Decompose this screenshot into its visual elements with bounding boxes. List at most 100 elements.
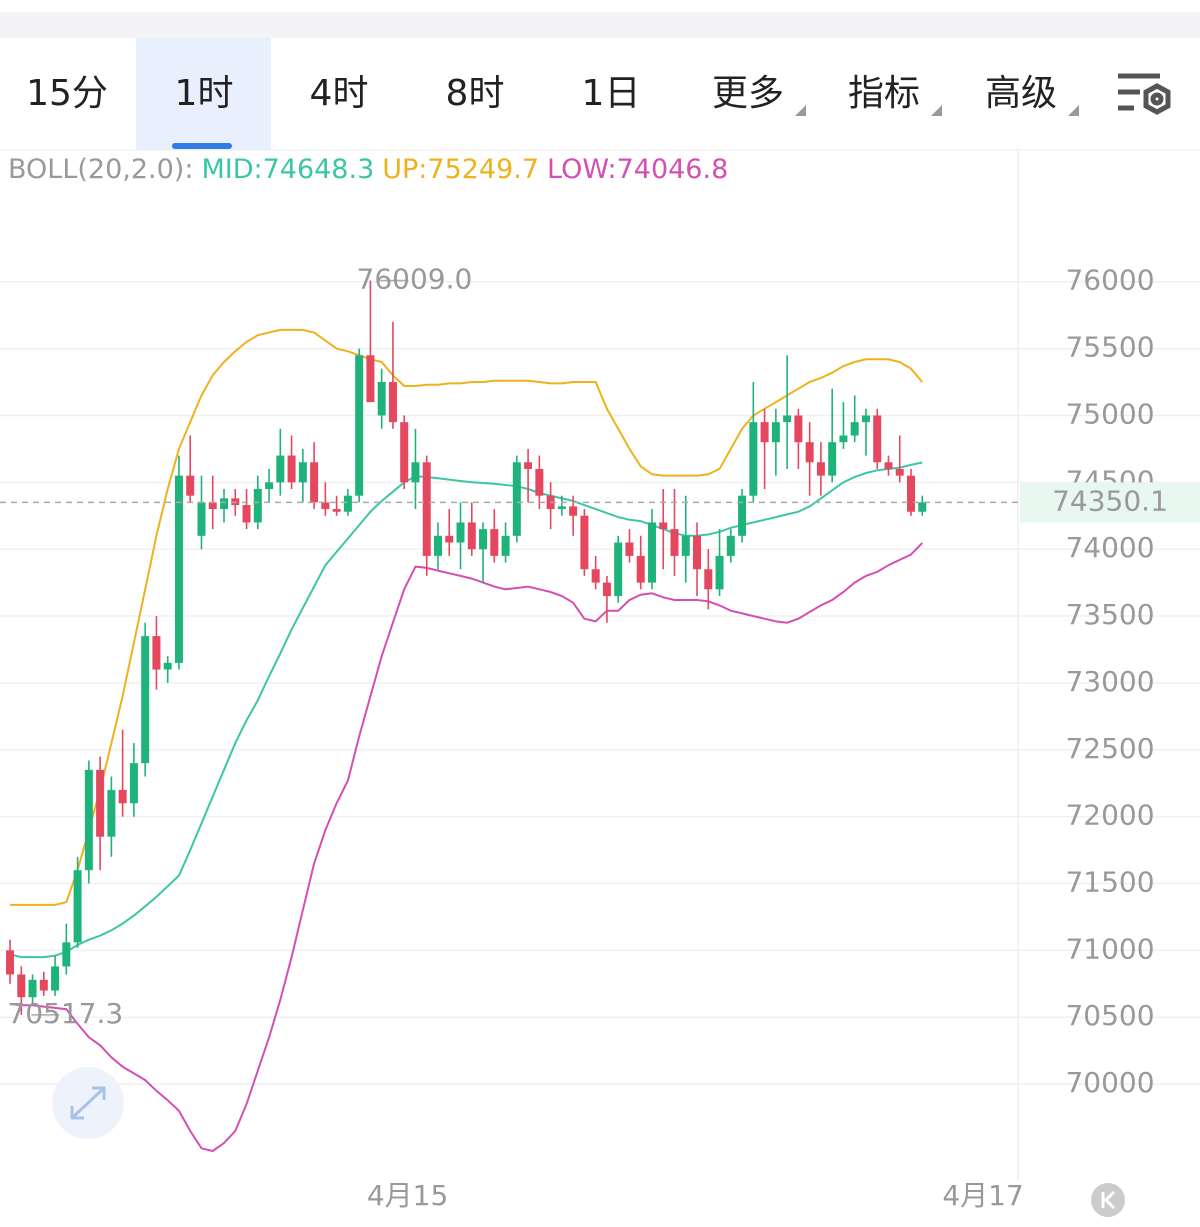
tab[interactable]: 8时 <box>446 73 505 114</box>
candle-body <box>479 529 488 550</box>
selected-tab-bg <box>136 38 271 150</box>
candle-body <box>580 515 589 570</box>
candle-body <box>253 489 262 523</box>
status-strip <box>0 12 1200 38</box>
candle-body <box>355 355 364 496</box>
legend-name: UP: <box>382 154 427 185</box>
candle-body <box>647 522 656 583</box>
candle-body <box>771 422 780 443</box>
legend-value: 74046.8 <box>617 154 729 185</box>
tab[interactable]: 指标 <box>848 73 920 114</box>
candle-body <box>388 382 397 423</box>
candle-body <box>490 529 499 556</box>
candle-body <box>512 462 521 536</box>
candle-body <box>794 415 803 443</box>
expand-button[interactable] <box>52 1067 124 1139</box>
tab[interactable]: 15分 <box>26 73 108 114</box>
candle-body <box>738 495 747 536</box>
y-tick-label: 72000 <box>1065 799 1154 832</box>
candle-body <box>602 582 611 596</box>
legend-value: 74648.3 <box>263 154 375 185</box>
candle-body <box>726 535 735 556</box>
candle-body <box>557 506 566 510</box>
candle-body <box>17 974 26 998</box>
candle-body <box>456 522 465 543</box>
plot-area: 70000 70500 71000 71500 72000 72500 73000 73500… <box>0 150 1200 1212</box>
candle-body <box>152 636 161 670</box>
candle-body <box>670 529 679 556</box>
scroll-latest-button[interactable] <box>1091 1183 1125 1217</box>
candle-body <box>422 462 431 556</box>
candle-body <box>377 382 386 416</box>
candle-body <box>659 522 668 530</box>
selected-tab-underline <box>172 143 232 149</box>
candle-body <box>28 979 37 998</box>
tab[interactable]: 1时 <box>175 73 234 114</box>
boll-line <box>9 542 924 1153</box>
candle-body <box>805 442 814 463</box>
candle-body <box>636 555 645 583</box>
x-tick-label: 4月17 <box>942 1179 1023 1212</box>
candle-body <box>332 509 341 512</box>
y-tick-label: 73000 <box>1065 665 1154 698</box>
tab[interactable]: 高级 <box>985 73 1057 114</box>
y-tick-label: 71000 <box>1065 932 1154 965</box>
candle-body <box>625 542 634 556</box>
candle-body <box>445 535 454 543</box>
candle-body <box>895 468 904 476</box>
candle-body <box>129 763 138 804</box>
candle-body <box>321 502 330 510</box>
candle-body <box>6 950 15 975</box>
tab[interactable]: 4时 <box>310 73 369 114</box>
candle-body <box>39 979 48 991</box>
candle-body <box>265 482 274 490</box>
dropdown-arrow <box>795 105 806 116</box>
candle-body <box>828 442 837 476</box>
tab[interactable]: 更多 <box>712 73 784 114</box>
candle-body <box>524 462 533 469</box>
settings-icon[interactable] <box>1118 73 1171 115</box>
candle-body <box>850 422 859 436</box>
candle-body <box>816 462 825 476</box>
candle-body <box>276 455 285 483</box>
boll-line <box>9 461 923 959</box>
candle-body <box>918 502 927 512</box>
candle-body <box>107 789 116 837</box>
y-tick-label: 76000 <box>1065 264 1154 297</box>
dropdown-arrow <box>1068 105 1079 116</box>
candle-body <box>411 462 420 483</box>
candle-body <box>141 636 150 764</box>
candle-body <box>783 415 792 423</box>
candle-body <box>366 355 375 403</box>
y-tick-label: 71500 <box>1065 866 1154 899</box>
dropdown-arrow <box>931 105 942 116</box>
candle-body <box>715 555 724 590</box>
candle-body <box>287 455 296 483</box>
candle-body <box>62 942 71 967</box>
candle-body <box>343 495 352 512</box>
tab[interactable]: 1日 <box>582 73 641 114</box>
candle-body <box>163 662 172 670</box>
candle-body <box>242 505 251 523</box>
y-tick-label: 75000 <box>1065 397 1154 430</box>
last-price-label: 74350.1 <box>1052 484 1168 517</box>
y-tick-label: 70000 <box>1065 1066 1154 1099</box>
candle-body <box>907 475 916 512</box>
candle-body <box>298 462 307 483</box>
candle-body <box>861 415 870 423</box>
candle-body <box>839 435 848 443</box>
candle-body <box>749 422 758 496</box>
y-tick-label: 72500 <box>1065 732 1154 765</box>
candle-body <box>174 475 183 663</box>
candle-body <box>400 422 409 483</box>
legend-name: MID: <box>201 154 262 185</box>
candle-body <box>704 569 713 590</box>
extreme-label: 76009.0 <box>357 263 473 296</box>
candle-body <box>501 535 510 556</box>
candle-body <box>118 789 127 804</box>
indicator-legend: BOLL(20,2.0): MID:74648.3 UP:75249.7 LOW:74… <box>8 154 728 185</box>
candle-body <box>433 535 442 556</box>
boll-line <box>10 328 924 906</box>
